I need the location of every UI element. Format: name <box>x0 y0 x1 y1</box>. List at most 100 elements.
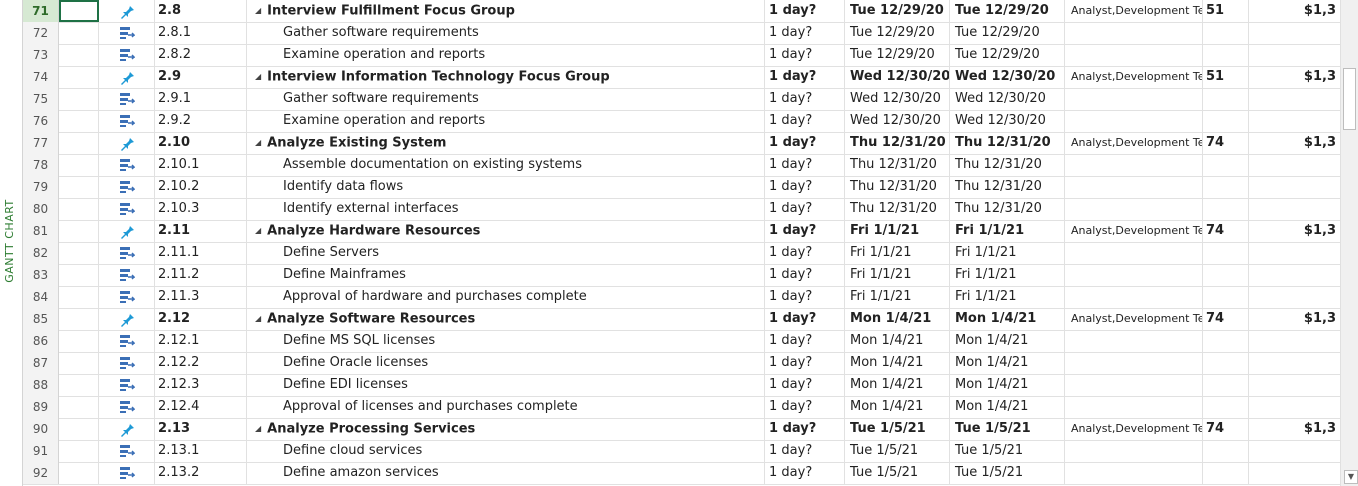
indicators-cell[interactable] <box>59 396 99 418</box>
predecessors-cell[interactable] <box>1203 44 1249 66</box>
row-id[interactable]: 87 <box>23 352 59 374</box>
task-name-cell[interactable]: Gather software requirements <box>247 88 765 110</box>
task-row[interactable]: 91 2.13.1 Define cloud services 1 day? Tue 1… <box>23 440 1340 463</box>
indicators-cell[interactable] <box>59 242 99 264</box>
finish-cell[interactable]: Wed 12/30/20 <box>950 88 1065 110</box>
duration-cell[interactable]: 1 day? <box>765 308 845 330</box>
wbs-cell[interactable]: 2.10.2 <box>155 176 247 198</box>
scroll-thumb[interactable] <box>1343 68 1356 130</box>
task-row[interactable]: 89 2.12.4 Approval of licenses and purchas… <box>23 396 1340 419</box>
finish-cell[interactable]: Tue 1/5/21 <box>950 418 1065 440</box>
predecessors-cell[interactable]: 51 <box>1203 0 1249 22</box>
predecessors-cell[interactable] <box>1203 88 1249 110</box>
duration-cell[interactable]: 1 day? <box>765 154 845 176</box>
task-mode-cell[interactable] <box>99 440 155 462</box>
duration-cell[interactable]: 1 day? <box>765 220 845 242</box>
wbs-cell[interactable]: 2.13.2 <box>155 462 247 484</box>
cost-cell[interactable] <box>1249 242 1340 264</box>
task-mode-cell[interactable] <box>99 88 155 110</box>
task-name-cell[interactable]: Identify data flows <box>247 176 765 198</box>
summary-task-row[interactable]: 71 2.8 ◢ Interview Fulfillment Focus Group 1… <box>23 0 1340 23</box>
finish-cell[interactable]: Tue 12/29/20 <box>950 22 1065 44</box>
finish-cell[interactable]: Tue 1/5/21 <box>950 440 1065 462</box>
indicators-cell[interactable] <box>59 330 99 352</box>
wbs-cell[interactable]: 2.10 <box>155 132 247 154</box>
wbs-cell[interactable]: 2.11.1 <box>155 242 247 264</box>
resource-names-cell[interactable] <box>1065 330 1203 352</box>
task-name-cell[interactable]: Examine operation and reports <box>247 110 765 132</box>
predecessors-cell[interactable] <box>1203 396 1249 418</box>
resource-names-cell[interactable] <box>1065 396 1203 418</box>
wbs-cell[interactable]: 2.12.1 <box>155 330 247 352</box>
task-name-cell[interactable]: ◢ Interview Fulfillment Focus Group <box>247 0 765 22</box>
task-row[interactable]: 78 2.10.1 Assemble documentation on existi… <box>23 154 1340 177</box>
indicators-cell[interactable] <box>59 440 99 462</box>
start-cell[interactable]: Tue 12/29/20 <box>845 44 950 66</box>
resource-names-cell[interactable] <box>1065 22 1203 44</box>
task-mode-cell[interactable] <box>99 418 155 440</box>
duration-cell[interactable]: 1 day? <box>765 396 845 418</box>
finish-cell[interactable]: Fri 1/1/21 <box>950 264 1065 286</box>
resource-names-cell[interactable]: Analyst,Development Te <box>1065 308 1203 330</box>
finish-cell[interactable]: Fri 1/1/21 <box>950 286 1065 308</box>
duration-cell[interactable]: 1 day? <box>765 44 845 66</box>
summary-task-row[interactable]: 85 2.12 ◢ Analyze Software Resources 1 day? M… <box>23 308 1340 331</box>
indicators-cell[interactable] <box>59 462 99 484</box>
cost-cell[interactable] <box>1249 286 1340 308</box>
task-mode-cell[interactable] <box>99 396 155 418</box>
cost-cell[interactable]: $1,3 <box>1303 421 1336 436</box>
resource-names-cell[interactable] <box>1065 198 1203 220</box>
task-mode-cell[interactable] <box>99 110 155 132</box>
task-name-cell[interactable]: ◢ Analyze Processing Services <box>247 418 765 440</box>
finish-cell[interactable]: Tue 12/29/20 <box>950 44 1065 66</box>
duration-cell[interactable]: 1 day? <box>765 110 845 132</box>
duration-cell[interactable]: 1 day? <box>765 0 845 22</box>
task-mode-cell[interactable] <box>99 0 155 22</box>
start-cell[interactable]: Mon 1/4/21 <box>845 352 950 374</box>
cost-cell[interactable]: $1,3 <box>1303 311 1336 326</box>
start-cell[interactable]: Mon 1/4/21 <box>845 330 950 352</box>
predecessors-cell[interactable] <box>1203 374 1249 396</box>
predecessors-cell[interactable] <box>1203 462 1249 484</box>
task-name-cell[interactable]: Define cloud services <box>247 440 765 462</box>
cost-cell[interactable] <box>1249 352 1340 374</box>
predecessors-cell[interactable] <box>1203 286 1249 308</box>
task-mode-cell[interactable] <box>99 242 155 264</box>
task-name-cell[interactable]: Approval of hardware and purchases compl… <box>247 286 765 308</box>
resource-names-cell[interactable] <box>1065 264 1203 286</box>
task-row[interactable]: 73 2.8.2 Examine operation and reports 1 da… <box>23 44 1340 67</box>
task-mode-cell[interactable] <box>99 132 155 154</box>
predecessors-cell[interactable]: 74 <box>1203 418 1249 440</box>
task-name-cell[interactable]: Define Oracle licenses <box>247 352 765 374</box>
row-id[interactable]: 75 <box>23 88 59 110</box>
duration-cell[interactable]: 1 day? <box>765 440 845 462</box>
collapse-triangle-icon[interactable]: ◢ <box>255 72 262 81</box>
start-cell[interactable]: Thu 12/31/20 <box>845 198 950 220</box>
row-id[interactable]: 76 <box>23 110 59 132</box>
predecessors-cell[interactable] <box>1203 330 1249 352</box>
finish-cell[interactable]: Mon 1/4/21 <box>950 352 1065 374</box>
cost-cell[interactable] <box>1249 396 1340 418</box>
finish-cell[interactable]: Tue 12/29/20 <box>950 0 1065 22</box>
row-id[interactable]: 88 <box>23 374 59 396</box>
resource-names-cell[interactable] <box>1065 110 1203 132</box>
start-cell[interactable]: Fri 1/1/21 <box>845 220 950 242</box>
wbs-cell[interactable]: 2.12.3 <box>155 374 247 396</box>
indicators-cell[interactable] <box>59 374 99 396</box>
wbs-cell[interactable]: 2.13 <box>155 418 247 440</box>
cost-cell[interactable] <box>1249 176 1340 198</box>
wbs-cell[interactable]: 2.12.4 <box>155 396 247 418</box>
resource-names-cell[interactable]: Analyst,Development Te <box>1065 0 1203 22</box>
duration-cell[interactable]: 1 day? <box>765 462 845 484</box>
resource-names-cell[interactable] <box>1065 176 1203 198</box>
task-mode-cell[interactable] <box>99 308 155 330</box>
task-name-cell[interactable]: ◢ Analyze Hardware Resources <box>247 220 765 242</box>
task-mode-cell[interactable] <box>99 22 155 44</box>
start-cell[interactable]: Thu 12/31/20 <box>845 132 950 154</box>
start-cell[interactable]: Mon 1/4/21 <box>845 308 950 330</box>
predecessors-cell[interactable]: 74 <box>1203 132 1249 154</box>
row-id[interactable]: 77 <box>23 132 59 154</box>
start-cell[interactable]: Tue 1/5/21 <box>845 418 950 440</box>
row-id[interactable]: 71 <box>23 0 59 22</box>
cost-cell[interactable] <box>1249 88 1340 110</box>
